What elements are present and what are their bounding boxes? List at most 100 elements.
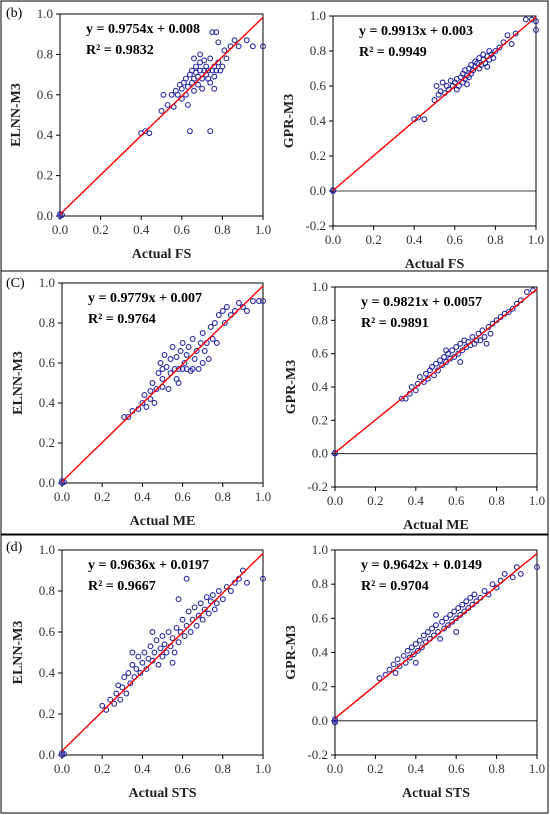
data-point <box>487 330 494 337</box>
data-point <box>193 622 200 629</box>
data-point <box>61 751 67 757</box>
y-tick-label: 0.0 <box>312 446 328 461</box>
chart-0: 0.0 0.2 0.4 0.6 0.8 1.0 0.0 0.2 0.4 0.6 0.8 1.0 Actu… <box>11 275 271 529</box>
data-point <box>414 647 421 654</box>
data-point <box>424 629 431 635</box>
x-tick-label: 0.4 <box>406 232 423 247</box>
x-tick-label: 1.0 <box>529 761 545 776</box>
data-point <box>443 615 450 622</box>
y-tick-label: 0.2 <box>312 412 328 427</box>
r-squared-label: R² = 0.9667 <box>88 579 156 594</box>
data-point <box>455 605 462 612</box>
x-tick-label: 0.4 <box>408 761 425 776</box>
x-tick-label: 0.8 <box>215 489 231 504</box>
data-point <box>441 625 448 632</box>
y-tick-label: 0.8 <box>39 315 55 330</box>
data-point <box>420 632 427 639</box>
data-point <box>195 612 202 619</box>
data-point <box>209 592 216 599</box>
data-point <box>143 665 150 672</box>
data-point <box>412 641 419 647</box>
data-point <box>193 348 200 354</box>
data-point <box>408 384 415 390</box>
equation-label: y = 0.9821x + 0.0057 <box>361 295 482 310</box>
y-axis-label: GPR-M3 <box>282 94 297 148</box>
data-point <box>508 41 515 47</box>
y-tick-label: 0.0 <box>37 208 53 223</box>
data-point <box>459 601 466 608</box>
y-tick-label: 0.0 <box>312 713 328 728</box>
y-tick-label: 0.8 <box>312 312 328 327</box>
r-squared-label: R² = 0.9949 <box>359 45 427 60</box>
plot-frame <box>61 282 264 484</box>
plot-frame <box>61 549 264 756</box>
data-point <box>181 633 188 640</box>
x-tick-label: 0.0 <box>54 761 70 776</box>
data-point <box>143 404 150 410</box>
data-point <box>178 85 185 92</box>
data-point <box>235 300 242 306</box>
panel-1: (C) 0.0 0.2 0.4 0.6 0.8 1.0 0.0 0.2 0.4 0.6 0.8 1.0 A… <box>0 270 549 535</box>
data-point <box>243 37 250 44</box>
y-tick-label: 1.0 <box>310 8 326 23</box>
y-tick-label: 0.4 <box>312 645 329 660</box>
data-point <box>433 611 439 618</box>
data-point <box>121 414 128 420</box>
data-point <box>445 622 452 629</box>
data-point <box>453 344 460 350</box>
x-tick-label: 1.0 <box>255 222 271 237</box>
data-point <box>481 588 488 594</box>
data-point <box>489 581 496 588</box>
data-point <box>125 670 132 676</box>
data-point <box>187 629 194 635</box>
data-point <box>463 598 470 605</box>
data-point <box>168 91 175 98</box>
x-tick-label: 0.4 <box>133 222 150 237</box>
data-point <box>141 649 148 656</box>
data-point <box>439 618 446 625</box>
data-point <box>165 629 172 635</box>
data-point <box>147 396 154 402</box>
data-point <box>155 661 162 668</box>
fit-line <box>61 552 264 752</box>
data-point <box>227 588 234 594</box>
r-squared-label: R² = 0.9891 <box>361 316 429 331</box>
data-point <box>213 600 220 607</box>
data-point <box>211 606 218 613</box>
x-tick-label: 0.2 <box>367 493 383 508</box>
data-point <box>197 51 204 58</box>
x-tick-label: 0.6 <box>174 761 191 776</box>
y-tick-label: 0.6 <box>39 624 56 639</box>
data-point <box>161 352 168 358</box>
data-point <box>431 97 438 103</box>
y-tick-label: 0.8 <box>39 583 55 598</box>
chart-0: 0.0 0.2 0.4 0.6 0.8 1.0 0.0 0.2 0.4 0.6 0.8 1.0 Actu… <box>9 6 271 262</box>
data-point <box>184 83 191 90</box>
data-point <box>203 594 210 601</box>
equation-label: y = 0.9779x + 0.007 <box>88 291 202 306</box>
chart-1: 0.0 0.2 0.4 0.6 0.8 1.0-0.20.00.20.40.60.81.0… <box>284 279 545 533</box>
x-tick-label: 0.6 <box>447 232 464 247</box>
data-point <box>127 680 134 687</box>
x-tick-label: 1.0 <box>255 761 271 776</box>
data-point <box>169 344 176 350</box>
data-point <box>207 55 214 62</box>
data-points <box>59 567 266 758</box>
data-point <box>484 63 491 70</box>
data-point <box>159 633 166 640</box>
y-tick-label: 0.2 <box>39 706 55 721</box>
panel-frame <box>0 534 549 814</box>
data-point <box>457 359 464 365</box>
data-point <box>219 63 226 70</box>
x-tick-label: 0.4 <box>408 493 425 508</box>
y-tick-label: 0.4 <box>37 127 54 142</box>
y-axis-label: ELNN-M3 <box>11 621 26 685</box>
data-point <box>437 357 443 364</box>
data-point <box>215 39 222 46</box>
data-point <box>504 32 511 39</box>
data-point <box>449 347 456 354</box>
y-tick-label: 0.4 <box>39 395 56 410</box>
data-point <box>107 696 114 703</box>
x-axis-label: Actual FS <box>132 247 192 262</box>
x-tick-label: 0.0 <box>54 489 70 504</box>
